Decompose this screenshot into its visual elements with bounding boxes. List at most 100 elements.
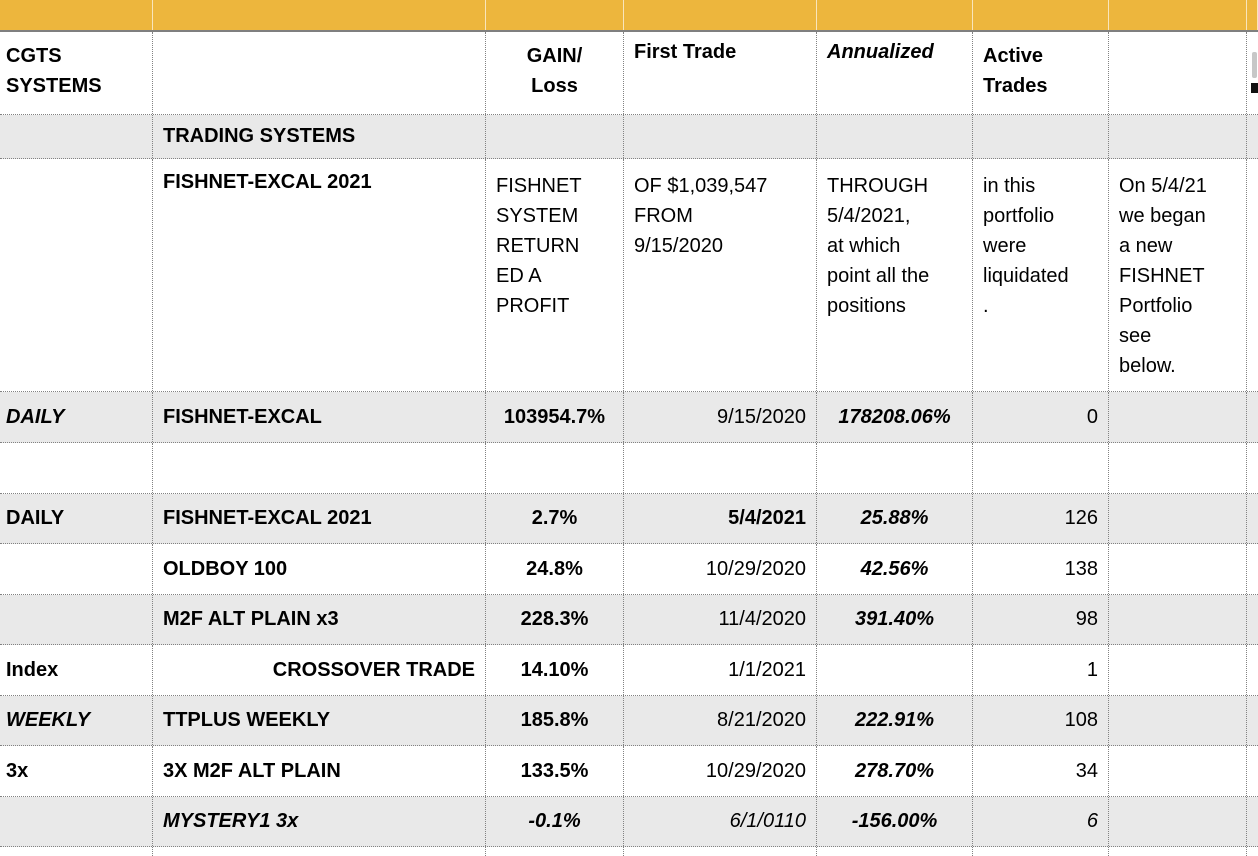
cell-empty[interactable] [973,847,1109,856]
cell-annualized[interactable]: 222.91% [817,696,973,745]
cell-active[interactable]: 6 [973,797,1109,846]
section-empty-cell[interactable] [486,115,624,158]
cell-first-trade[interactable]: 5/4/2021 [624,494,817,543]
cell-empty[interactable] [817,847,973,856]
banner-cell[interactable] [486,0,624,30]
cell-first-trade[interactable]: 1/1/2021 [624,645,817,695]
header-empty[interactable] [1109,32,1247,114]
cell-note[interactable] [1109,746,1247,796]
cell-name[interactable]: OLDBOY 100 [153,544,486,594]
cell-clipped[interactable] [1247,645,1258,695]
cell-empty[interactable] [0,847,153,856]
cell-label[interactable] [0,797,153,846]
cell-first-trade[interactable]: 11/4/2020 [624,595,817,644]
cell-gain[interactable]: 133.5% [486,746,624,796]
cell-annualized[interactable]: -156.00% [817,797,973,846]
section-trading-systems[interactable]: TRADING SYSTEMS [153,115,486,158]
cell-label[interactable]: DAILY [0,392,153,442]
cell-note[interactable] [1109,645,1247,695]
cell-active[interactable]: 34 [973,746,1109,796]
header-empty-name[interactable] [153,32,486,114]
banner-cell[interactable] [0,0,153,30]
cell-name[interactable]: 3X M2F ALT PLAIN [153,746,486,796]
cell-note-gain[interactable]: FISHNET SYSTEM RETURN ED A PROFIT [486,159,624,391]
cell-annualized[interactable]: 278.70% [817,746,973,796]
cell-label[interactable]: WEEKLY [0,696,153,745]
header-annualized[interactable]: Annualized [817,32,973,114]
cell-active[interactable]: 138 [973,544,1109,594]
cell-empty[interactable] [0,443,153,493]
cell-active[interactable]: 126 [973,494,1109,543]
cell-empty[interactable] [153,443,486,493]
cell-empty[interactable] [624,847,817,856]
cell-annualized[interactable]: 25.88% [817,494,973,543]
cell-label[interactable]: Index [0,645,153,695]
cell-clipped[interactable] [1247,392,1258,442]
cell-empty[interactable] [1109,443,1247,493]
cell-empty[interactable] [624,443,817,493]
cell-gain[interactable]: 2.7% [486,494,624,543]
header-cgts-systems[interactable]: CGTS SYSTEMS [0,32,153,114]
banner-cell[interactable] [1109,0,1247,30]
cell-active[interactable]: 0 [973,392,1109,442]
section-label-cell[interactable] [0,115,153,158]
cell-empty[interactable] [486,847,624,856]
section-empty-cell[interactable] [817,115,973,158]
cell-note-clipped[interactable] [1247,159,1258,391]
cell-name[interactable]: CROSSOVER TRADE [153,645,486,695]
cell-first-trade[interactable]: 6/1/0110 [624,797,817,846]
cell-gain[interactable]: 103954.7% [486,392,624,442]
cell-gain[interactable]: 14.10% [486,645,624,695]
cell-note[interactable] [1109,696,1247,745]
cell-first-trade[interactable]: 8/21/2020 [624,696,817,745]
header-clipped-cell[interactable] [1247,32,1258,114]
cell-gain[interactable]: 228.3% [486,595,624,644]
cell-clipped[interactable] [1247,696,1258,745]
cell-note-label[interactable] [0,159,153,391]
cell-note-annualized[interactable]: THROUGH 5/4/2021, at which point all the… [817,159,973,391]
cell-note-name[interactable]: FISHNET-EXCAL 2021 [153,159,486,391]
cell-name[interactable]: MYSTERY1 3x [153,797,486,846]
cell-name[interactable]: FISHNET-EXCAL [153,392,486,442]
cell-empty[interactable] [817,443,973,493]
cell-name[interactable]: FISHNET-EXCAL 2021 [153,494,486,543]
cell-clipped[interactable] [1247,797,1258,846]
cell-clipped[interactable] [1247,746,1258,796]
cell-annualized[interactable] [817,645,973,695]
cell-active[interactable]: 98 [973,595,1109,644]
header-gain-loss[interactable]: GAIN/ Loss [486,32,624,114]
cell-gain[interactable]: 185.8% [486,696,624,745]
cell-note-active[interactable]: in this portfolio were liquidated . [973,159,1109,391]
header-first-trade[interactable]: First Trade [624,32,817,114]
cell-label[interactable] [0,595,153,644]
cell-active[interactable]: 1 [973,645,1109,695]
cell-name[interactable]: M2F ALT PLAIN x3 [153,595,486,644]
cell-clipped[interactable] [1247,595,1258,644]
cell-empty[interactable] [1247,847,1258,856]
cell-note[interactable] [1109,494,1247,543]
cell-empty[interactable] [1109,847,1247,856]
cell-empty[interactable] [153,847,486,856]
header-active-trades[interactable]: Active Trades [973,32,1109,114]
cell-gain[interactable]: 24.8% [486,544,624,594]
cell-clipped[interactable] [1247,544,1258,594]
cell-empty[interactable] [486,443,624,493]
cell-name[interactable]: TTPLUS WEEKLY [153,696,486,745]
cell-gain[interactable]: -0.1% [486,797,624,846]
cell-active[interactable]: 108 [973,696,1109,745]
banner-cell[interactable] [624,0,817,30]
cell-annualized[interactable]: 42.56% [817,544,973,594]
cell-first-trade[interactable]: 10/29/2020 [624,544,817,594]
cell-first-trade[interactable]: 10/29/2020 [624,746,817,796]
cell-empty[interactable] [1247,443,1258,493]
cell-annualized[interactable]: 391.40% [817,595,973,644]
cell-label[interactable] [0,544,153,594]
section-empty-cell[interactable] [973,115,1109,158]
cell-empty[interactable] [973,443,1109,493]
cell-first-trade[interactable]: 9/15/2020 [624,392,817,442]
cell-clipped[interactable] [1247,494,1258,543]
cell-note[interactable] [1109,392,1247,442]
cell-note[interactable] [1109,797,1247,846]
cell-note[interactable] [1109,544,1247,594]
section-empty-cell[interactable] [1247,115,1258,158]
